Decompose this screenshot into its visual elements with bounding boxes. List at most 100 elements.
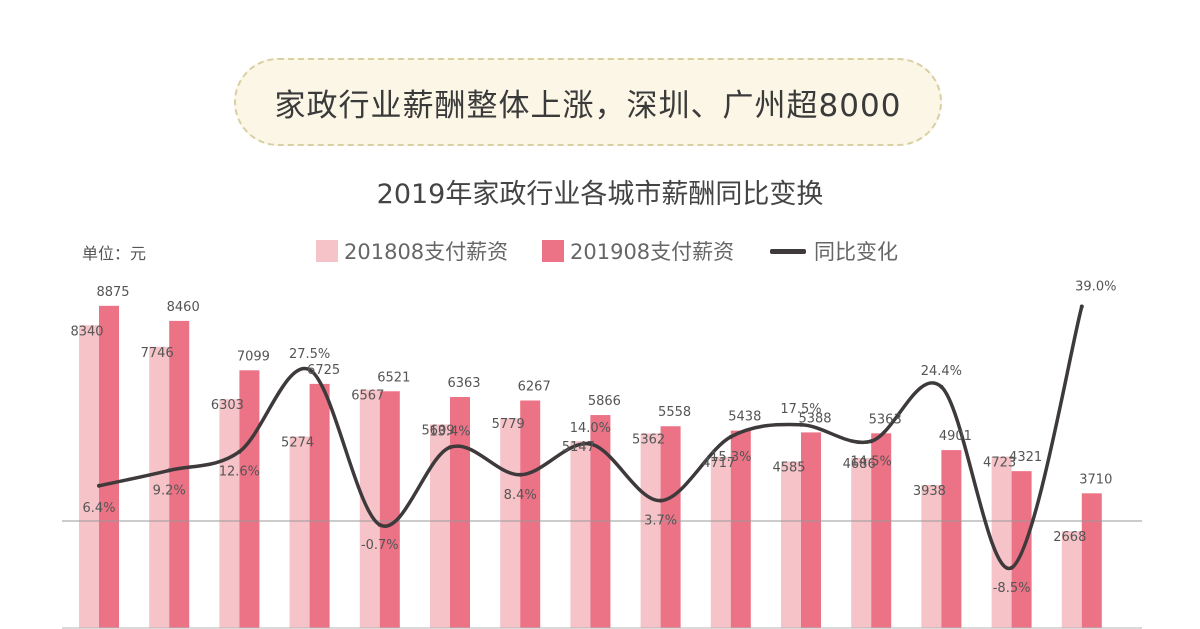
labels-201808: 8340 7746 6303 5274 6567 5609 5779 5147 5362 4717… — [70, 324, 1086, 545]
bar-label-201808: 6303 — [211, 398, 244, 413]
bar-label-201908: 5363 — [869, 412, 902, 427]
bar-201808 — [991, 456, 1012, 628]
yoy-point — [97, 483, 101, 488]
bar-label-201908: 6363 — [447, 376, 480, 391]
bar-label-201908: 8460 — [167, 300, 200, 315]
yoy-label: 14.5% — [851, 454, 892, 469]
bar-label-201808: 5274 — [281, 436, 314, 451]
bar-201808 — [500, 418, 521, 628]
bar-201808 — [359, 389, 380, 628]
yoy-label: 15.3% — [710, 450, 751, 465]
bar-label-201808: 7746 — [141, 346, 174, 361]
bar-label-201808: 5362 — [632, 432, 665, 447]
yoy-point — [799, 422, 803, 427]
bar-label-201808: 5779 — [492, 417, 525, 432]
bar-201908 — [169, 320, 190, 628]
yoy-label: 6.4% — [82, 501, 115, 516]
yoy-label: 8.4% — [504, 488, 537, 503]
legend-swatch-201908 — [542, 240, 564, 262]
yoy-point — [728, 434, 733, 439]
legend-label-yoy: 同比变化 — [814, 240, 898, 264]
yoy-label: 13.4% — [429, 424, 470, 439]
bar-label-201908: 4901 — [939, 429, 972, 444]
bar-label-201808: 4723 — [983, 456, 1016, 471]
yoy-point — [167, 468, 172, 473]
yoy-label: 12.6% — [219, 465, 260, 480]
bar-label-201808: 3938 — [913, 484, 946, 499]
chart-title: 2019年家政行业各城市薪酬同比变换 — [376, 179, 824, 210]
bar-label-201908: 5866 — [588, 394, 621, 409]
yoy-label: 9.2% — [153, 483, 186, 498]
bar-201908 — [801, 432, 821, 628]
yoy-line — [97, 304, 1084, 570]
yoy-label: 39.0% — [1075, 280, 1116, 295]
bar-201808 — [710, 456, 731, 628]
bar-201908 — [520, 400, 541, 628]
bar-201908 — [871, 433, 892, 628]
legend-swatch-yoy — [770, 248, 806, 254]
bar-label-201908: 6521 — [377, 370, 410, 385]
bar-label-201908: 8875 — [96, 285, 129, 300]
yoy-point — [588, 442, 593, 446]
bar-label-201808: 5147 — [562, 440, 595, 455]
unit-label: 单位：元 — [82, 244, 147, 263]
legend-swatch-201808 — [316, 240, 338, 262]
bar-201908 — [730, 430, 751, 628]
bar-label-201908: 7099 — [237, 349, 270, 364]
bar-201808 — [289, 436, 310, 628]
bar-201908 — [450, 397, 470, 628]
yoy-point — [237, 449, 242, 454]
axes — [62, 520, 1142, 629]
bar-201808 — [781, 461, 801, 628]
yoy-label: 27.5% — [289, 347, 330, 362]
yoy-label: 17.5% — [780, 402, 821, 417]
bar-201808 — [430, 424, 450, 628]
yoy-line-layer — [97, 304, 1084, 570]
bar-label-201908: 6725 — [307, 363, 340, 378]
bar-label-201808: 2668 — [1053, 530, 1086, 545]
bar-label-201908: 4321 — [1009, 450, 1042, 465]
bar-label-201808: 8340 — [70, 324, 103, 339]
yoy-label: -8.5% — [993, 581, 1031, 596]
bar-201808 — [640, 433, 661, 628]
yoy-label: 14.0% — [570, 421, 611, 436]
legend-item-yoy: 同比变化 — [770, 236, 898, 266]
legend-item-201808: 201808支付薪资 — [316, 236, 508, 266]
yoy-label: 24.4% — [921, 364, 962, 379]
bar-label-201908: 6267 — [518, 380, 551, 395]
bar-label-201808: 5609 — [421, 423, 454, 438]
yoy-label: -0.7% — [361, 538, 399, 553]
bar-label-201808: 4585 — [772, 461, 805, 476]
bar-201908 — [99, 305, 119, 628]
yoy-point — [377, 522, 382, 527]
bar-label-201908: 5388 — [798, 411, 831, 426]
bar-201808 — [79, 325, 99, 628]
bar-label-201808: 4717 — [702, 456, 735, 471]
legend-item-201908: 201908支付薪资 — [542, 236, 734, 266]
labels-201908: 8875 8460 7099 6725 6521 6363 6267 5866 5558 5438… — [96, 285, 1112, 487]
bar-201808 — [219, 399, 240, 628]
yoy-label: 3.7% — [644, 514, 677, 529]
labels-yoy: 6.4% 9.2% 12.6% 27.5% -0.7% 13.4% 8.4% 14.0% 3.7… — [82, 280, 1116, 596]
bars-201908 — [99, 305, 1102, 628]
bar-label-201808: 6567 — [351, 389, 384, 404]
yoy-point — [1079, 304, 1084, 309]
bar-label-201808: 4686 — [843, 457, 876, 472]
legend-label-201808: 201808支付薪资 — [344, 240, 509, 264]
yoy-point — [448, 445, 452, 450]
bar-201808 — [149, 346, 170, 628]
bar-201808 — [1061, 531, 1082, 628]
yoy-point — [939, 384, 944, 389]
yoy-point — [518, 472, 523, 477]
yoy-point — [869, 439, 874, 444]
legend-label-201908: 201908支付薪资 — [570, 240, 735, 264]
bar-label-201908: 5558 — [658, 405, 691, 420]
bar-201908 — [309, 383, 330, 628]
yoy-point — [658, 498, 663, 503]
yoy-point — [307, 367, 312, 372]
bar-201908 — [590, 415, 611, 628]
bar-201908 — [379, 391, 400, 628]
bar-201908 — [1081, 493, 1102, 628]
bar-201808 — [851, 457, 872, 628]
